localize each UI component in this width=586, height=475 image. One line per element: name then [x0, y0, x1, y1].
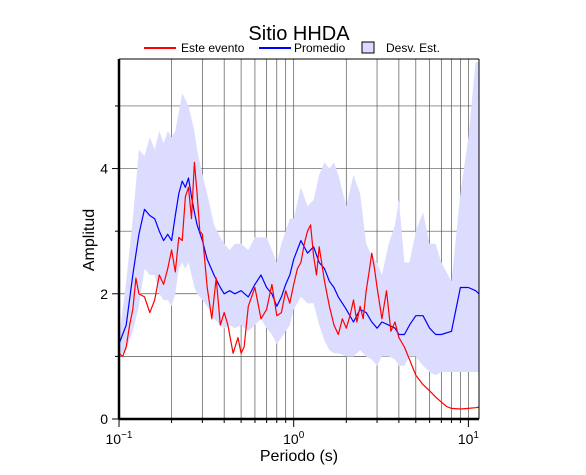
std-dev-band-layer: [119, 62, 479, 376]
legend: Este evento Promedio Desv. Est.: [144, 41, 440, 55]
x-tick-label: 100: [283, 430, 305, 447]
y-tick-label: 2: [100, 286, 108, 302]
axes: [112, 58, 480, 427]
y-axis-label: Amplitud: [81, 209, 98, 271]
std-dev-band: [119, 62, 479, 376]
series-layer: [118, 161, 480, 410]
series-line-este-evento: [118, 161, 480, 410]
chart-title: Sitio HHDA: [248, 23, 350, 45]
tick-labels: 10−1 100 101 0 2 4: [100, 161, 479, 447]
y-tick-label: 4: [100, 161, 108, 177]
legend-label: Este evento: [181, 41, 245, 55]
y-tick-label: 0: [100, 411, 108, 427]
legend-swatch-desv-est: [361, 41, 375, 54]
x-axis-label: Periodo (s): [260, 448, 338, 465]
legend-label: Promedio: [294, 41, 346, 55]
x-tick-label: 101: [458, 430, 480, 447]
x-tick-label: 10−1: [106, 430, 133, 447]
legend-label: Desv. Est.: [386, 41, 440, 55]
series-line-promedio: [118, 177, 480, 345]
